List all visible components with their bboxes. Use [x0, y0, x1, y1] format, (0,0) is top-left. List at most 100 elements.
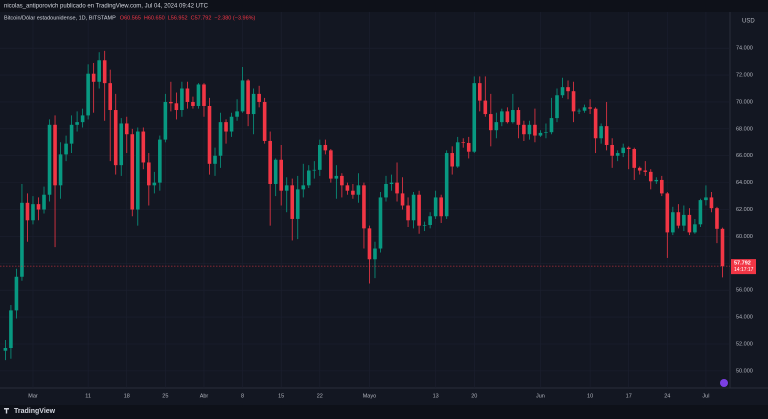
x-tick-label: Mayo: [363, 393, 376, 399]
candle: [306, 165, 311, 189]
candle: [682, 205, 686, 232]
currency: USD: [742, 19, 755, 25]
candle: [295, 175, 300, 240]
candle-body: [505, 111, 510, 123]
candle: [362, 182, 366, 249]
candle-body: [632, 149, 637, 168]
candle-body: [284, 185, 289, 191]
candles: [3, 50, 725, 361]
y-tick-label: 68.000: [736, 126, 753, 132]
candle-body: [141, 131, 146, 163]
header-bar: [0, 0, 768, 12]
candle-body: [213, 155, 217, 164]
last-price-label: 57.792: [734, 261, 751, 267]
candle: [31, 196, 35, 225]
candle: [213, 147, 217, 176]
candle: [58, 142, 63, 199]
candle: [522, 120, 526, 141]
candle: [466, 136, 471, 159]
candle-body: [417, 194, 421, 226]
candle-body: [323, 144, 328, 151]
candle-body: [682, 214, 686, 226]
candle: [180, 81, 184, 117]
candle: [599, 123, 603, 144]
candle: [135, 127, 140, 226]
candle: [560, 77, 565, 98]
candle: [158, 135, 162, 191]
candle: [693, 218, 697, 234]
candle: [240, 66, 245, 113]
candle: [224, 119, 228, 144]
candle-body: [378, 197, 383, 249]
candle: [356, 173, 361, 203]
candle-body: [306, 170, 311, 186]
x-tick-label: Mar: [28, 393, 38, 399]
candle-body: [135, 131, 140, 210]
ohlc-value: H60.650: [144, 15, 165, 21]
candle-body: [257, 93, 261, 102]
x-tick-label: 11: [85, 393, 91, 399]
candle: [395, 162, 399, 202]
candle-body: [522, 124, 526, 135]
candle: [505, 107, 510, 124]
y-tick-label: 50.000: [736, 368, 753, 374]
candle-body: [69, 124, 74, 144]
candle-body: [42, 194, 46, 210]
candle: [86, 64, 90, 120]
candle-body: [549, 118, 554, 133]
candle-body: [102, 60, 107, 84]
candle: [450, 146, 454, 175]
candle: [439, 194, 443, 223]
candle-body: [312, 169, 317, 171]
candle: [477, 76, 482, 112]
x-tick-label: 8: [241, 393, 244, 399]
x-tick-label: 22: [317, 393, 323, 399]
candle: [544, 123, 548, 139]
ohlc-value: −2.380 (−3.96%): [214, 15, 255, 21]
candle-body: [588, 107, 592, 109]
candle: [417, 190, 421, 234]
candle: [345, 182, 350, 195]
publisher: nicolas_antiporovich publicado en Tradin…: [4, 4, 209, 10]
candle: [444, 150, 449, 219]
candle-body: [560, 87, 565, 96]
candle-body: [389, 182, 394, 184]
candle: [643, 161, 648, 176]
candle: [174, 92, 179, 120]
x-tick-label: Jul: [702, 393, 709, 399]
candle-body: [290, 185, 295, 219]
legend-title: Bitcoin/Dólar estadounidense, 1D, BITSTA…: [4, 15, 116, 21]
candle: [196, 83, 201, 109]
candle: [268, 131, 272, 226]
candle: [64, 135, 68, 162]
x-tick-label: 15: [278, 393, 284, 399]
candle-body: [566, 87, 570, 92]
candle: [284, 177, 289, 213]
candle: [654, 177, 659, 184]
candle-body: [527, 124, 532, 135]
candle: [202, 83, 206, 117]
candle-body: [318, 144, 322, 170]
x-tick-label: 13: [433, 393, 439, 399]
candle-body: [268, 140, 272, 184]
candle-body: [395, 182, 399, 194]
candle: [290, 178, 295, 241]
countdown: 14:17:17: [734, 267, 754, 273]
candle: [367, 225, 372, 284]
avatar-icon[interactable]: [720, 379, 728, 387]
candle: [455, 136, 460, 168]
candle-body: [643, 170, 648, 172]
candle-body: [466, 142, 471, 152]
y-tick-label: 66.000: [736, 153, 753, 159]
candle-body: [295, 189, 300, 219]
candle-body: [577, 110, 581, 112]
candle-body: [25, 202, 30, 221]
candle-body: [152, 182, 157, 186]
candle: [588, 99, 592, 115]
candle: [516, 107, 521, 139]
candle: [351, 183, 355, 199]
candle-body: [246, 80, 250, 115]
candle: [626, 146, 631, 170]
candle: [687, 208, 692, 236]
candle: [489, 93, 493, 147]
